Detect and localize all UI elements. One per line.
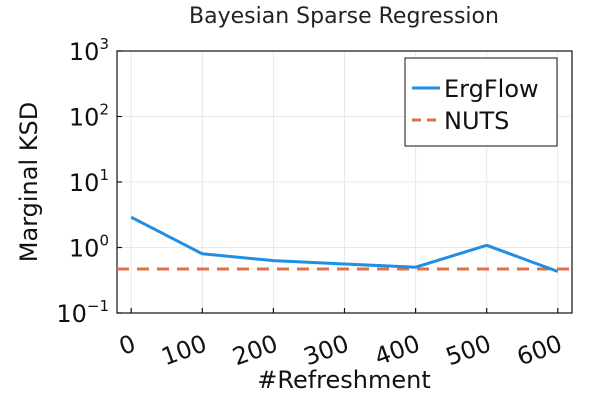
x-tick-label: 0 — [115, 329, 139, 361]
series-line-ergflow — [130, 215, 559, 273]
legend-label-ergflow: ErgFlow — [444, 75, 539, 103]
y-tick-label: 10−1 — [56, 297, 109, 328]
x-tick-label: 500 — [442, 329, 495, 371]
legend: ErgFlow NUTS — [404, 57, 558, 147]
x-axis: 0 100 200 300 400 500 600 — [115, 308, 566, 371]
y-axis-label: Marginal KSD — [15, 102, 43, 262]
x-tick-label: 400 — [371, 329, 424, 371]
x-tick-label: 300 — [300, 329, 353, 371]
y-tick-label: 103 — [69, 35, 109, 66]
y-axis: 10−1 100 101 102 103 — [56, 35, 122, 328]
x-tick-label: 200 — [229, 329, 282, 371]
legend-label-nuts: NUTS — [444, 107, 509, 135]
series — [117, 215, 572, 273]
y-tick-label: 101 — [69, 166, 109, 197]
y-tick-label: 100 — [69, 232, 109, 263]
x-axis-label: #Refreshment — [257, 366, 431, 394]
x-tick-label: 600 — [513, 329, 566, 371]
chart-title: Bayesian Sparse Regression — [189, 4, 499, 29]
x-tick-label: 100 — [158, 329, 211, 371]
legend-box — [404, 57, 558, 147]
y-tick-label: 102 — [69, 101, 109, 132]
